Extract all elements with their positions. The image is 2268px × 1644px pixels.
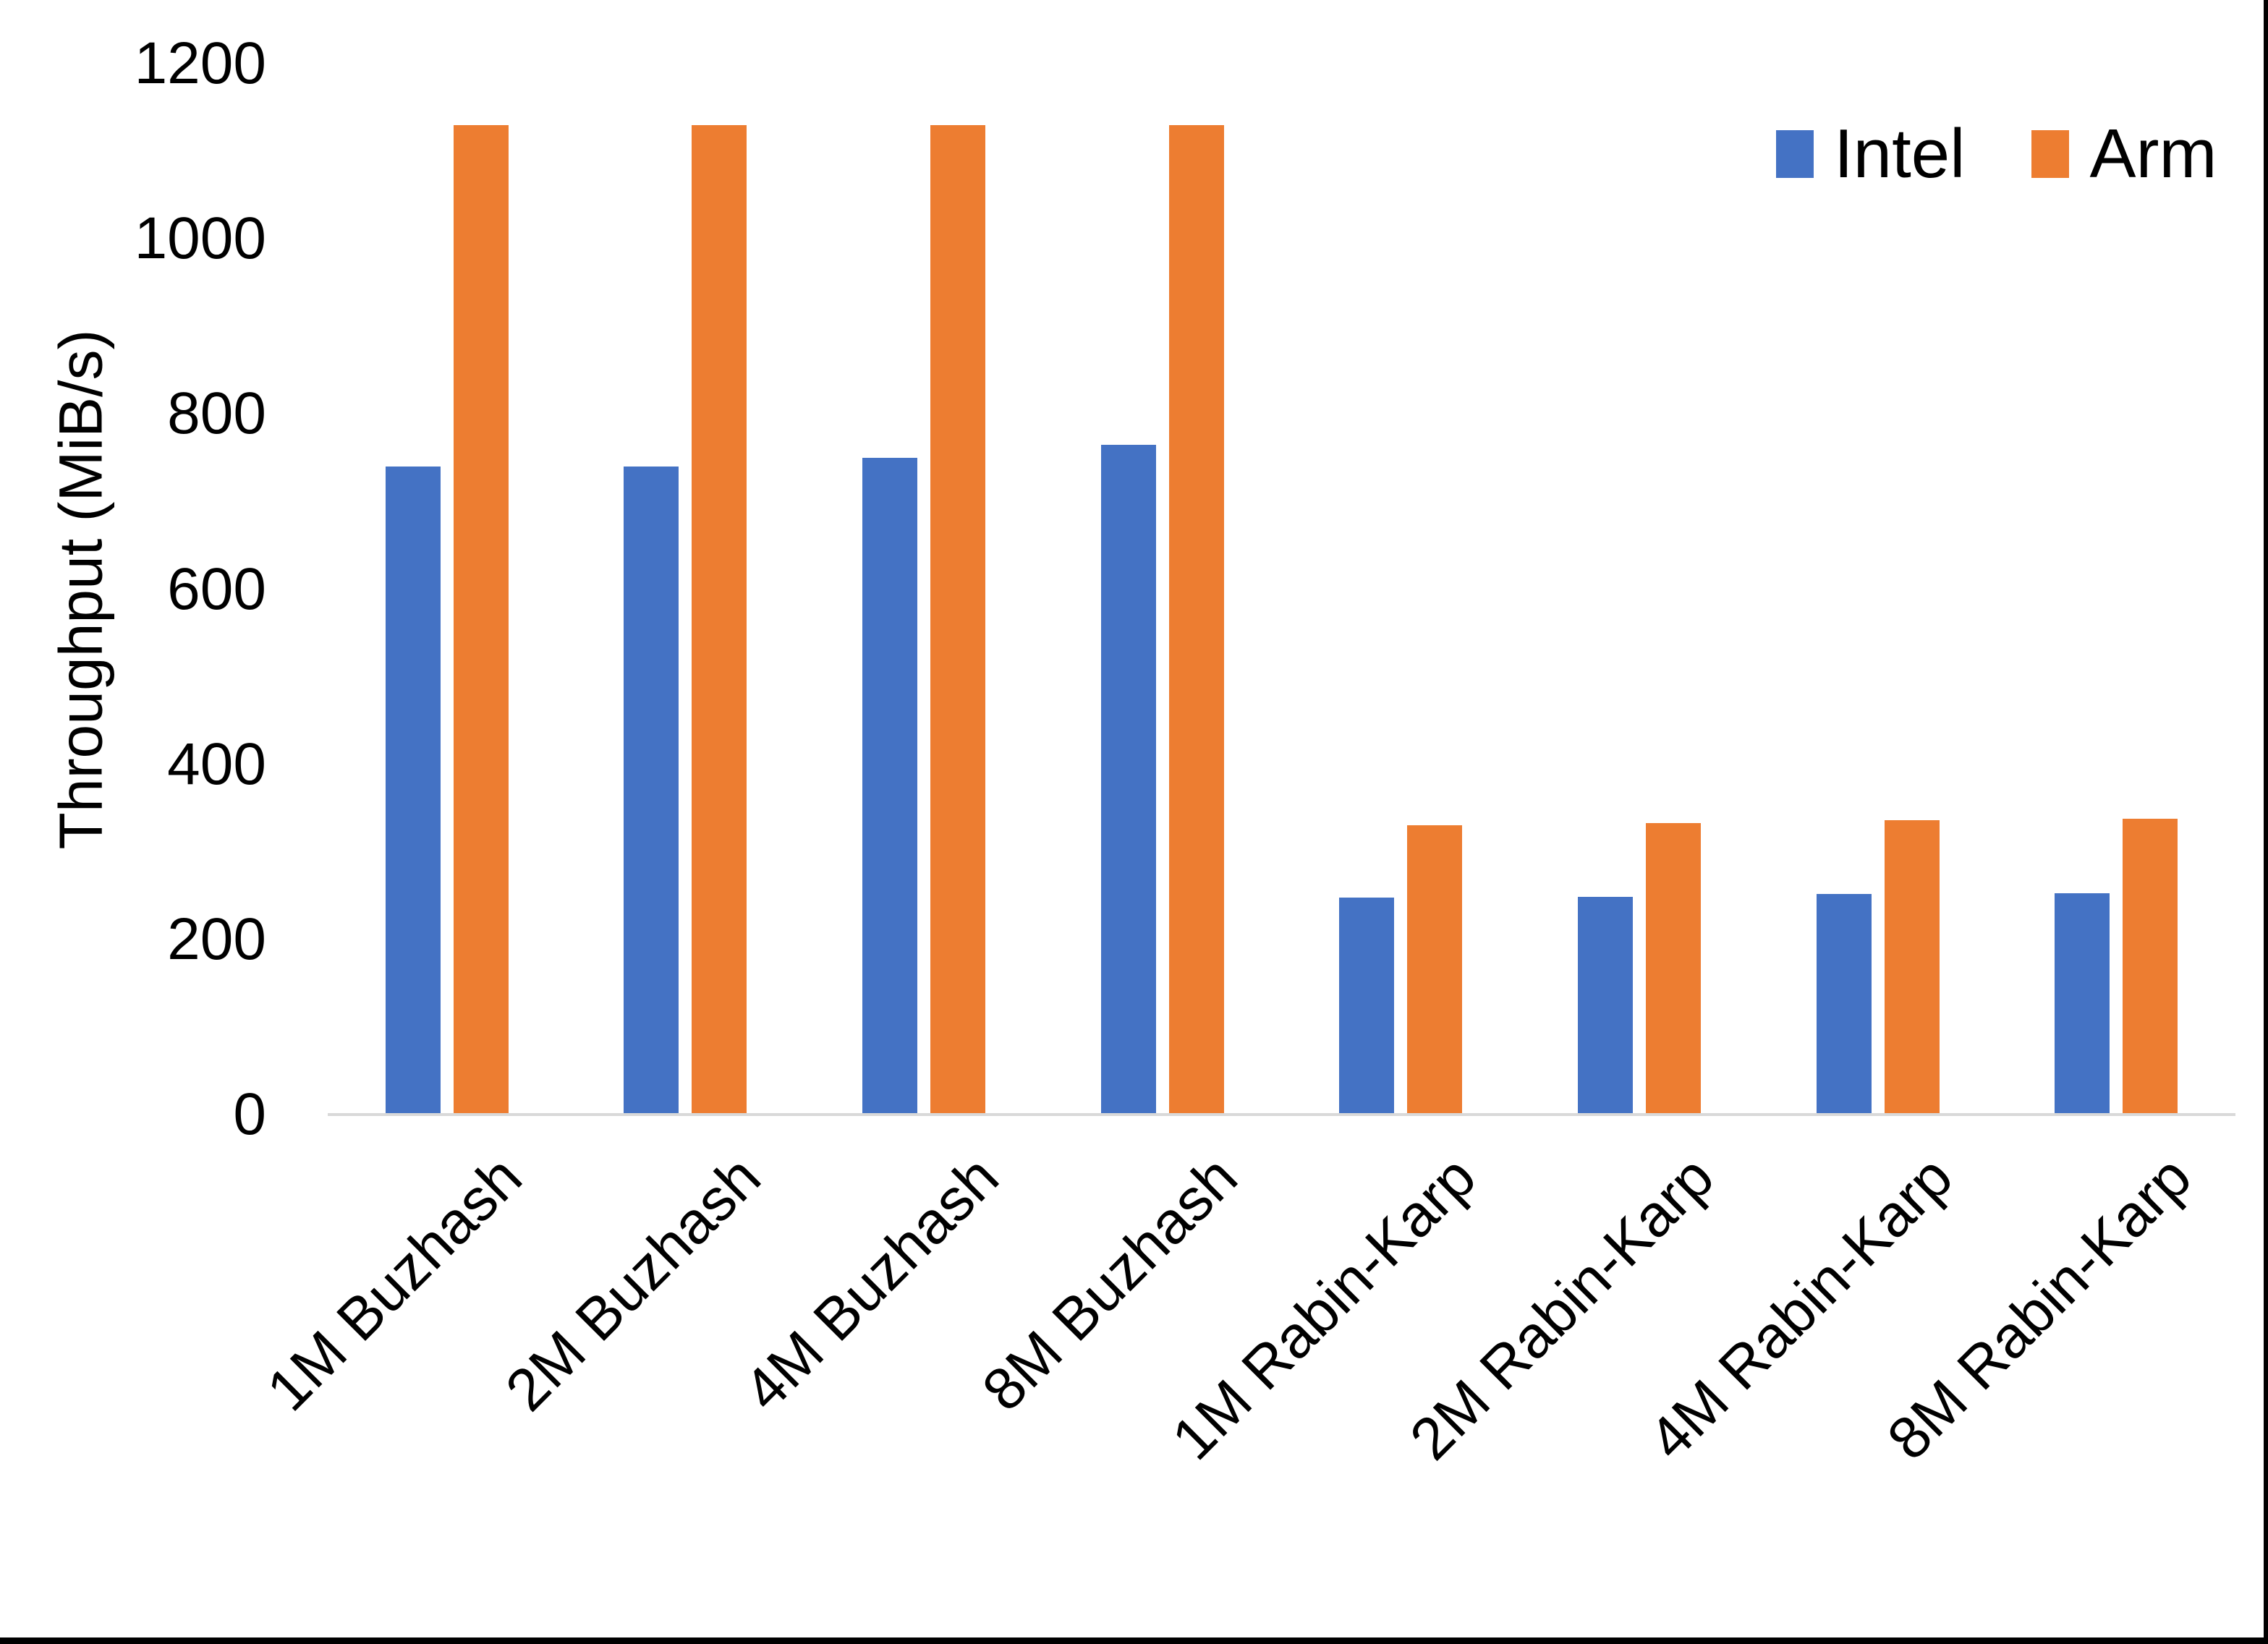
bar-intel-1m-rabin-karp	[1339, 898, 1394, 1115]
bar-arm-2m-rabin-karp	[1646, 823, 1701, 1115]
legend-item-intel: Intel	[1776, 119, 1965, 189]
legend-swatch-intel	[1776, 130, 1814, 178]
legend-label-intel: Intel	[1834, 115, 1966, 192]
y-tick-label-600: 600	[167, 555, 266, 622]
y-tick-label-800: 800	[167, 380, 266, 447]
page-bottom-border	[0, 1637, 2268, 1644]
bar-intel-8m-rabin-karp	[2055, 893, 2110, 1115]
y-tick-label-200: 200	[167, 906, 266, 972]
bar-intel-1m-buzhash	[386, 467, 441, 1115]
x-label-2m-buzhash: 2M Buzhash	[493, 1143, 773, 1424]
page-right-border	[2264, 0, 2268, 1644]
y-tick-label-1000: 1000	[134, 205, 266, 272]
y-tick-label-400: 400	[167, 731, 266, 797]
bar-arm-8m-rabin-karp	[2123, 819, 2178, 1115]
bar-arm-8m-buzhash	[1169, 125, 1224, 1115]
bar-intel-4m-buzhash	[862, 458, 917, 1115]
legend-label-arm: Arm	[2089, 115, 2217, 192]
bar-arm-4m-buzhash	[930, 125, 985, 1115]
bar-arm-1m-buzhash	[454, 125, 509, 1115]
x-label-1m-buzhash: 1M Buzhash	[254, 1143, 535, 1424]
x-axis-line	[328, 1113, 2235, 1116]
y-tick-label-0: 0	[233, 1081, 266, 1147]
bar-intel-2m-rabin-karp	[1578, 897, 1633, 1115]
legend-item-arm: Arm	[2031, 119, 2217, 189]
legend: Intel Arm	[1776, 119, 2217, 189]
y-tick-label-1200: 1200	[134, 30, 266, 96]
legend-swatch-arm	[2031, 130, 2070, 178]
x-label-4m-buzhash: 4M Buzhash	[731, 1143, 1011, 1424]
bar-arm-2m-buzhash	[692, 125, 747, 1115]
bar-intel-8m-buzhash	[1101, 445, 1156, 1115]
bar-arm-4m-rabin-karp	[1885, 820, 1940, 1115]
bar-intel-4m-rabin-karp	[1817, 894, 1872, 1115]
bar-intel-2m-buzhash	[624, 467, 679, 1115]
bar-arm-1m-rabin-karp	[1407, 825, 1462, 1115]
